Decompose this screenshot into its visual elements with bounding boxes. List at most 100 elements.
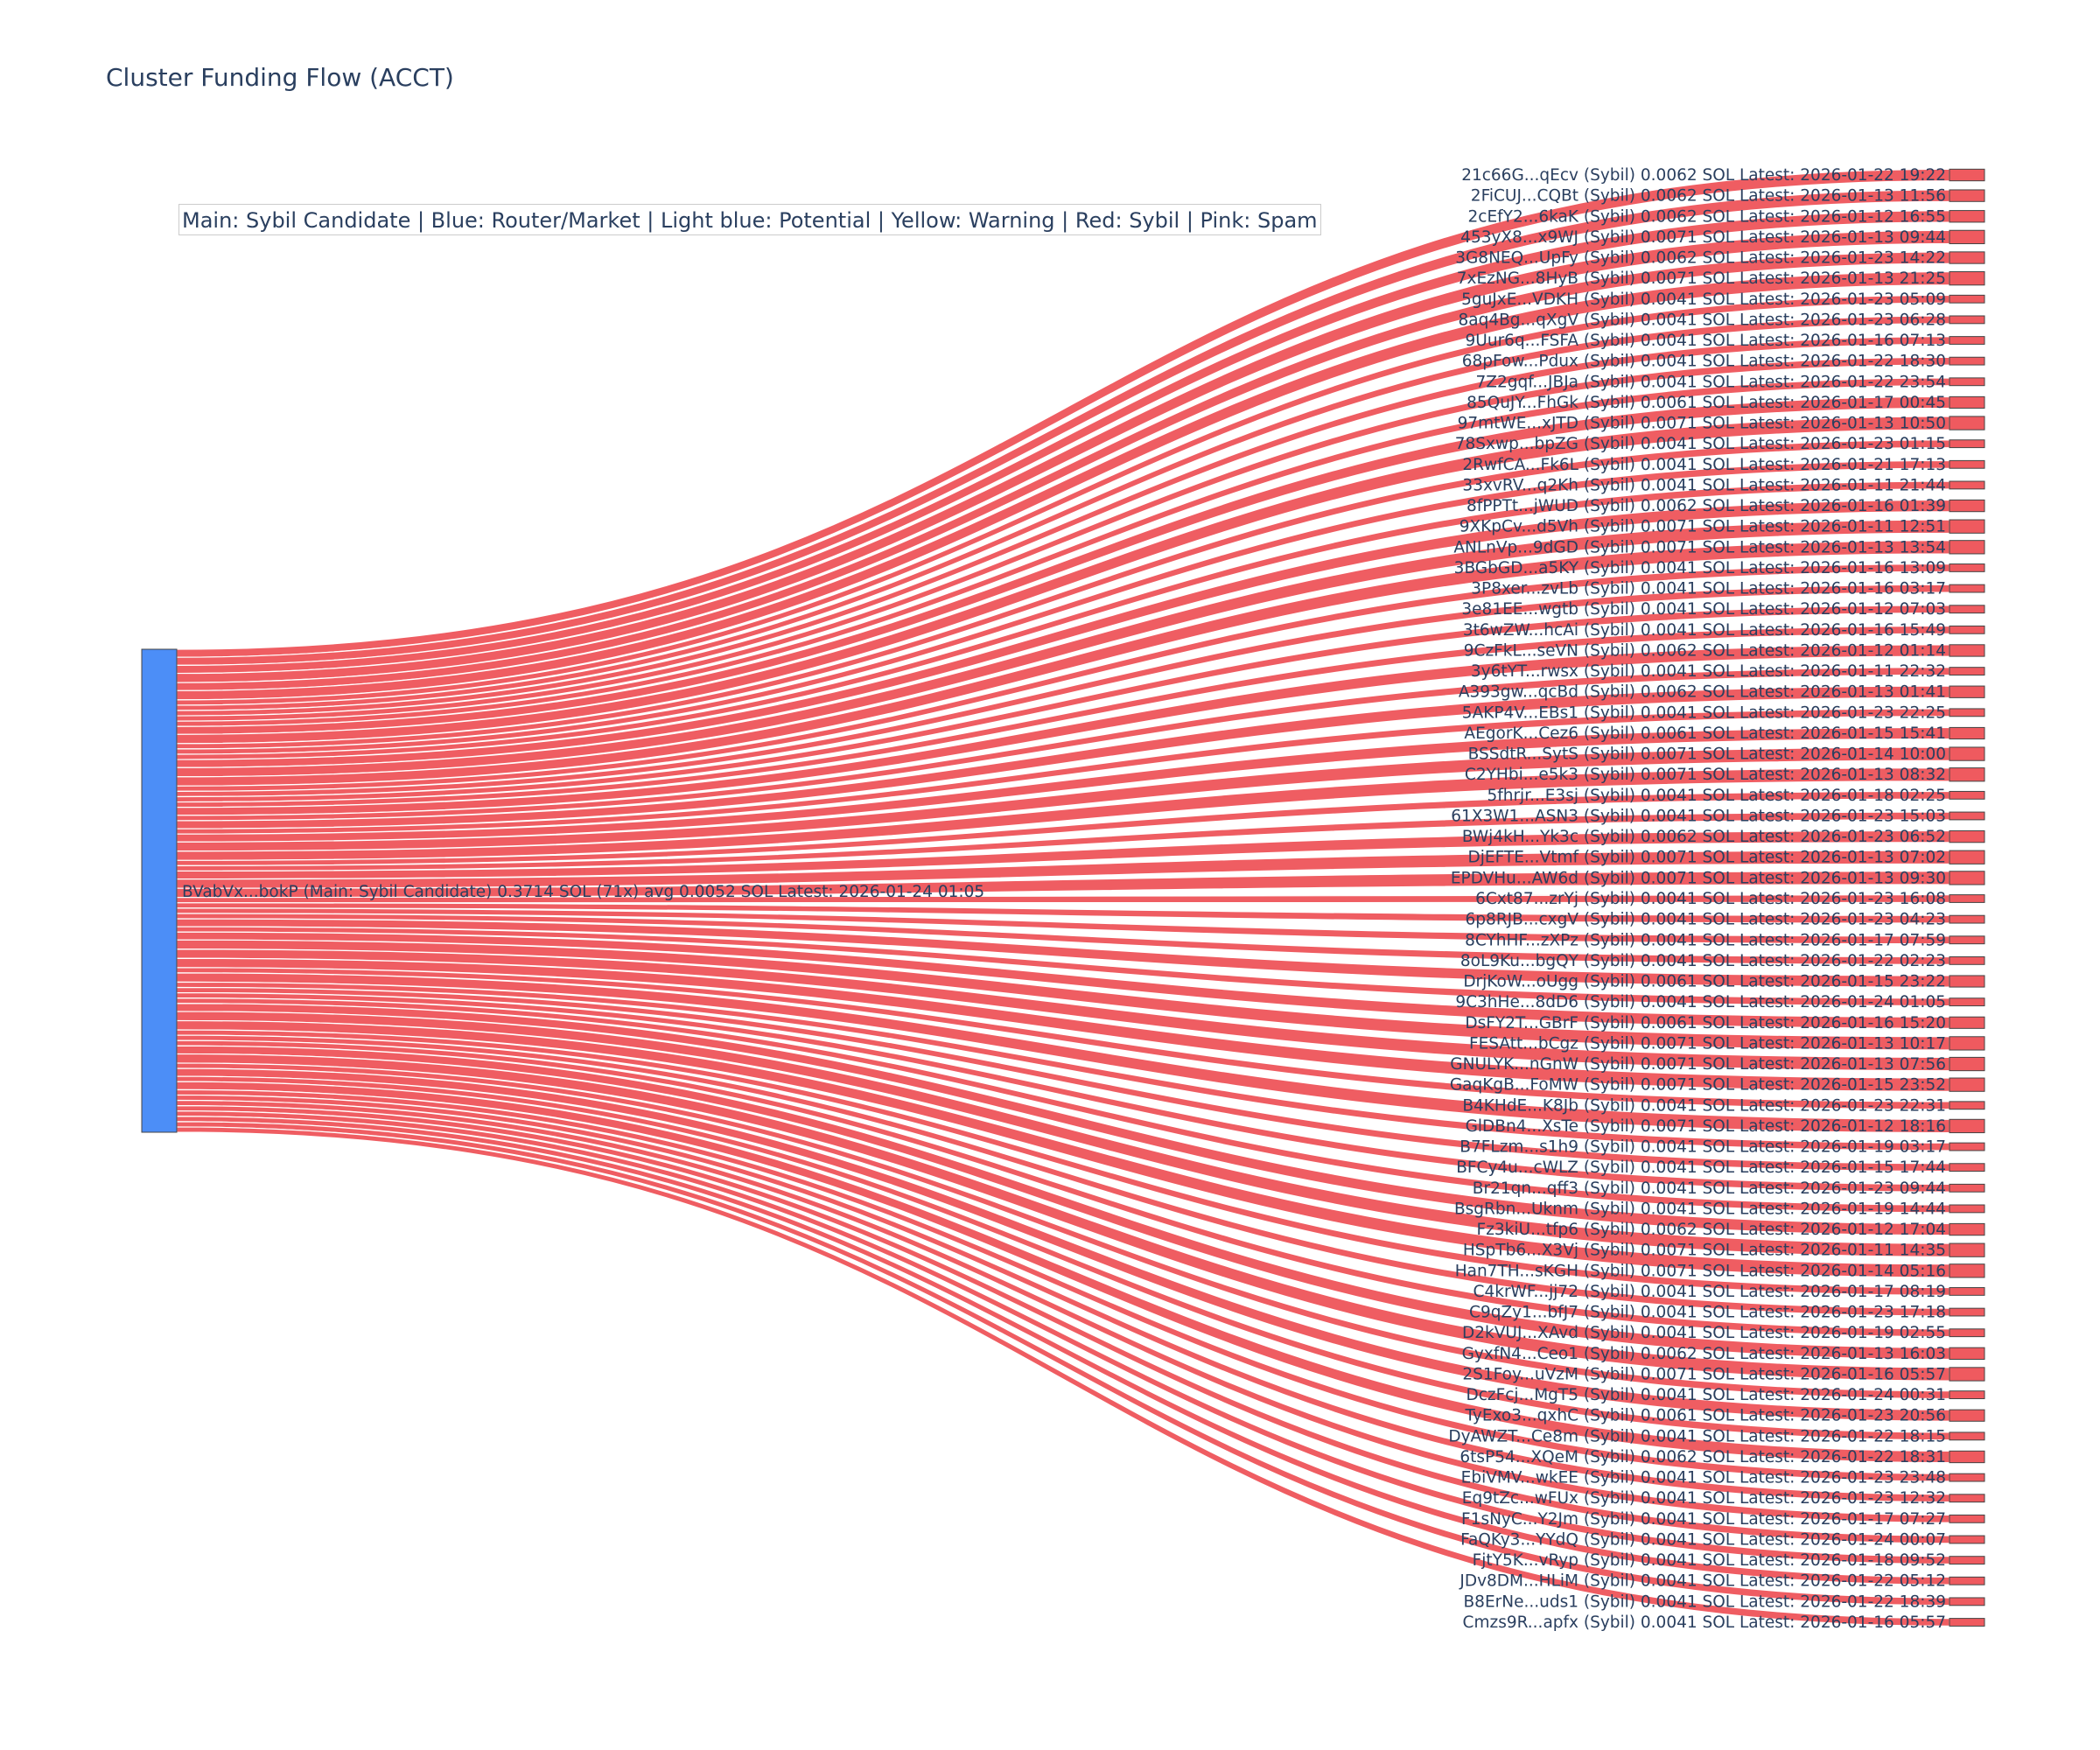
target-node[interactable] bbox=[1949, 1390, 1985, 1399]
target-node[interactable] bbox=[1949, 168, 1985, 182]
target-node[interactable] bbox=[1949, 1409, 1985, 1422]
target-node[interactable] bbox=[1949, 1597, 1985, 1606]
target-node[interactable] bbox=[1949, 1473, 1985, 1482]
target-node-label: 61X3W1...ASN3 (Sybil) 0.0041 SOL Latest:… bbox=[1451, 807, 1946, 825]
target-node[interactable] bbox=[1949, 1204, 1985, 1214]
legend-annotation: Main: Sybil Candidate | Blue: Router/Mar… bbox=[178, 204, 1321, 235]
target-node[interactable] bbox=[1949, 956, 1985, 965]
target-node[interactable] bbox=[1949, 914, 1985, 924]
target-node[interactable] bbox=[1949, 726, 1985, 740]
target-node[interactable] bbox=[1949, 540, 1985, 555]
target-node[interactable] bbox=[1949, 229, 1985, 245]
target-node-label: 33xvRV...q2Kh (Sybil) 0.0041 SOL Latest:… bbox=[1462, 476, 1946, 494]
target-node[interactable] bbox=[1949, 1576, 1985, 1586]
target-node[interactable] bbox=[1949, 294, 1985, 304]
target-node[interactable] bbox=[1949, 790, 1985, 800]
target-node-label: C9qZy1...bfJ7 (Sybil) 0.0041 SOL Latest:… bbox=[1469, 1304, 1946, 1322]
target-node-label: Eq9tZc...wFUx (Sybil) 0.0041 SOL Latest:… bbox=[1462, 1489, 1946, 1508]
target-node-label: 3P8xer...zvLb (Sybil) 0.0041 SOL Latest:… bbox=[1471, 580, 1946, 598]
sankey-link[interactable] bbox=[176, 1099, 1950, 1523]
target-node[interactable] bbox=[1949, 336, 1985, 345]
target-node[interactable] bbox=[1949, 396, 1985, 409]
target-node-label: 3y6tYT...rwsx (Sybil) 0.0041 SOL Latest:… bbox=[1471, 662, 1946, 681]
target-node[interactable] bbox=[1949, 708, 1985, 718]
target-node-label: Br21qn...qff3 (Sybil) 0.0041 SOL Latest:… bbox=[1473, 1180, 1946, 1198]
target-node[interactable] bbox=[1949, 605, 1985, 614]
target-node[interactable] bbox=[1949, 1222, 1985, 1236]
target-node-label: JDv8DM...HLiM (Sybil) 0.0041 SOL Latest:… bbox=[1459, 1572, 1946, 1591]
target-node[interactable] bbox=[1949, 416, 1985, 430]
target-node[interactable] bbox=[1949, 459, 1985, 469]
target-node[interactable] bbox=[1949, 1347, 1985, 1360]
target-node-label: EPDVHu...AW6d (Sybil) 0.0071 SOL Latest:… bbox=[1451, 869, 1946, 887]
target-node[interactable] bbox=[1949, 894, 1985, 903]
sankey-link[interactable] bbox=[176, 1062, 1950, 1400]
target-node[interactable] bbox=[1949, 935, 1985, 945]
target-node[interactable] bbox=[1949, 356, 1985, 366]
target-node[interactable] bbox=[1949, 1556, 1985, 1565]
target-node[interactable] bbox=[1949, 1142, 1985, 1152]
target-node[interactable] bbox=[1949, 1264, 1985, 1278]
target-node-label: 8CYhHF...zXPz (Sybil) 0.0041 SOL Latest:… bbox=[1465, 931, 1946, 949]
target-node-label: C4krWF...jj72 (Sybil) 0.0041 SOL Latest:… bbox=[1474, 1283, 1946, 1301]
target-node[interactable] bbox=[1949, 1036, 1985, 1051]
target-node[interactable] bbox=[1949, 811, 1985, 821]
target-node[interactable] bbox=[1949, 767, 1985, 782]
target-node[interactable] bbox=[1949, 850, 1985, 864]
target-node[interactable] bbox=[1949, 1183, 1985, 1193]
sankey-target-nodes bbox=[1949, 168, 1985, 1627]
target-node[interactable] bbox=[1949, 1242, 1985, 1257]
target-node[interactable] bbox=[1949, 1307, 1985, 1317]
target-node[interactable] bbox=[1949, 251, 1985, 264]
target-node[interactable] bbox=[1949, 189, 1985, 202]
target-node[interactable] bbox=[1949, 746, 1985, 761]
target-node[interactable] bbox=[1949, 830, 1985, 844]
target-node[interactable] bbox=[1949, 1618, 1985, 1627]
target-node-label: AEgorK...Cez6 (Sybil) 0.0061 SOL Latest:… bbox=[1464, 724, 1946, 743]
target-node[interactable] bbox=[1949, 1287, 1985, 1296]
source-node[interactable] bbox=[141, 648, 178, 1133]
target-node-label: BWj4kH...Yk3c (Sybil) 0.0062 SOL Latest:… bbox=[1462, 828, 1946, 846]
target-node-label: DyAWZT...Ce8m (Sybil) 0.0041 SOL Latest:… bbox=[1448, 1427, 1946, 1446]
target-node[interactable] bbox=[1949, 439, 1985, 449]
target-node[interactable] bbox=[1949, 584, 1985, 593]
target-node-label: FjtY5K...vRyp (Sybil) 0.0041 SOL Latest:… bbox=[1473, 1551, 1946, 1570]
target-node-label: HSpTb6...X3Vj (Sybil) 0.0071 SOL Latest:… bbox=[1463, 1242, 1946, 1260]
target-node[interactable] bbox=[1949, 1494, 1985, 1503]
target-node[interactable] bbox=[1949, 519, 1985, 534]
target-node[interactable] bbox=[1949, 1535, 1985, 1544]
target-node[interactable] bbox=[1949, 998, 1985, 1007]
target-node[interactable] bbox=[1949, 1367, 1985, 1382]
target-node[interactable] bbox=[1949, 685, 1985, 698]
target-node[interactable] bbox=[1949, 480, 1985, 490]
target-node[interactable] bbox=[1949, 644, 1985, 657]
target-node[interactable] bbox=[1949, 975, 1985, 988]
target-node-label: F1sNyC...Y2Jm (Sybil) 0.0041 SOL Latest:… bbox=[1461, 1510, 1946, 1529]
target-node[interactable] bbox=[1949, 1432, 1985, 1441]
target-node[interactable] bbox=[1949, 1101, 1985, 1110]
target-node[interactable] bbox=[1949, 871, 1985, 886]
target-node-label: 5fhrjr...E3sj (Sybil) 0.0041 SOL Latest:… bbox=[1487, 787, 1946, 805]
target-node[interactable] bbox=[1949, 667, 1985, 676]
target-node[interactable] bbox=[1949, 1016, 1985, 1029]
target-node-label: GyxfN4...Ceo1 (Sybil) 0.0062 SOL Latest:… bbox=[1462, 1345, 1946, 1363]
target-node[interactable] bbox=[1949, 564, 1985, 572]
target-node[interactable] bbox=[1949, 1056, 1985, 1072]
target-node-label: 8fPPTt...jWUD (Sybil) 0.0062 SOL Latest:… bbox=[1466, 497, 1946, 515]
sankey-links bbox=[176, 168, 1950, 1628]
target-node[interactable] bbox=[1949, 271, 1985, 286]
target-node[interactable] bbox=[1949, 1077, 1985, 1092]
target-node[interactable] bbox=[1949, 377, 1985, 387]
target-node-label: 3e81EE...wgtb (Sybil) 0.0041 SOL Latest:… bbox=[1461, 600, 1946, 619]
target-node[interactable] bbox=[1949, 499, 1985, 513]
target-node[interactable] bbox=[1949, 315, 1985, 325]
target-node[interactable] bbox=[1949, 210, 1985, 223]
target-node[interactable] bbox=[1949, 1514, 1985, 1523]
target-node[interactable] bbox=[1949, 1450, 1985, 1464]
target-node[interactable] bbox=[1949, 1118, 1985, 1134]
target-node[interactable] bbox=[1949, 625, 1985, 634]
target-node[interactable] bbox=[1949, 1328, 1985, 1338]
target-node[interactable] bbox=[1949, 1163, 1985, 1172]
target-node-label: 78Sxwp...bpZG (Sybil) 0.0041 SOL Latest:… bbox=[1455, 435, 1946, 453]
